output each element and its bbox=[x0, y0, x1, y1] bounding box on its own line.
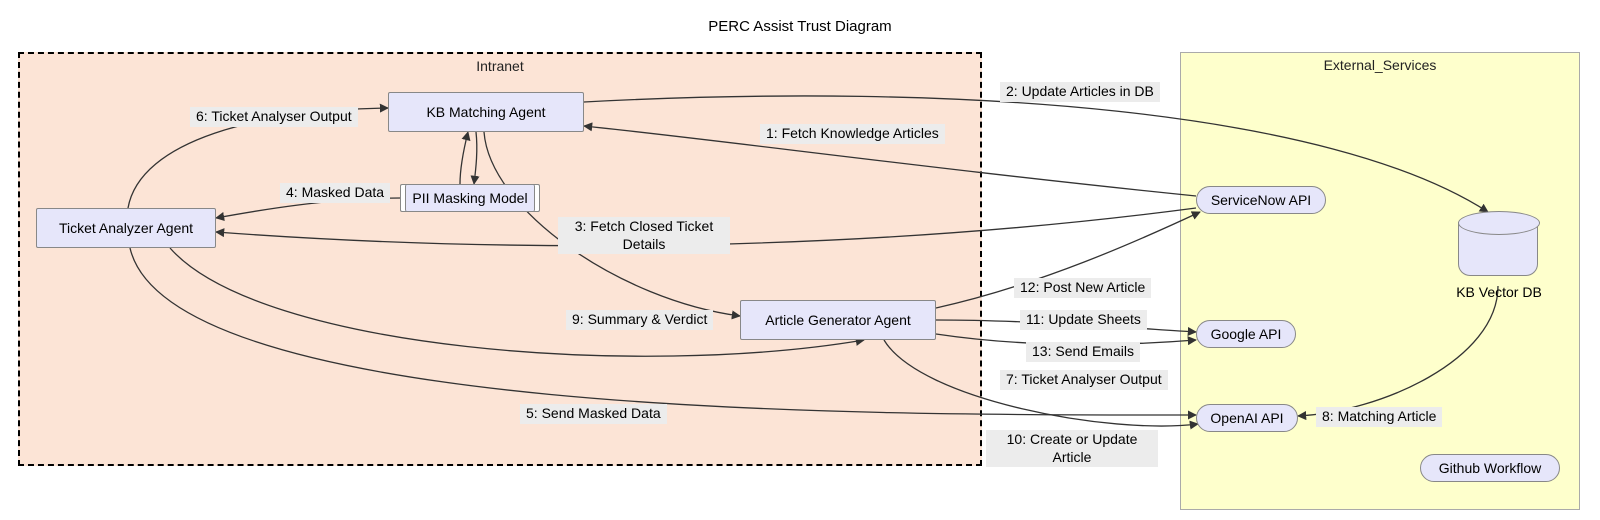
edge-label-e3: 3: Fetch Closed Ticket Details bbox=[558, 217, 730, 254]
edge-label-e13: 13: Send Emails bbox=[1026, 342, 1140, 362]
edge-label-e9: 9: Summary & Verdict bbox=[566, 310, 713, 330]
edge-label-e10: 10: Create or Update Article bbox=[986, 430, 1158, 467]
edge-label-e7: 7: Ticket Analyser Output bbox=[1000, 370, 1168, 390]
node-openai-api: OpenAI API bbox=[1196, 404, 1298, 432]
node-kb-vector-db-label: KB Vector DB bbox=[1439, 284, 1559, 300]
edge-label-e5: 5: Send Masked Data bbox=[520, 404, 667, 424]
diagram-title: PERC Assist Trust Diagram bbox=[0, 18, 1600, 35]
edge-label-e4: 4: Masked Data bbox=[280, 183, 390, 203]
edge-label-e2: 2: Update Articles in DB bbox=[1000, 82, 1160, 102]
node-servicenow-api: ServiceNow API bbox=[1196, 186, 1326, 214]
node-pii-masking-model: PII Masking Model bbox=[400, 184, 540, 212]
node-article-generator-agent: Article Generator Agent bbox=[740, 300, 936, 340]
zone-external: External_Services bbox=[1180, 52, 1580, 510]
edge-label-e6: 6: Ticket Analyser Output bbox=[190, 107, 358, 127]
zone-intranet-label: Intranet bbox=[20, 58, 980, 74]
edge-label-e1: 1: Fetch Knowledge Articles bbox=[760, 124, 945, 144]
node-kb-vector-db: KB Vector DB bbox=[1458, 222, 1538, 276]
node-github-workflow: Github Workflow bbox=[1420, 454, 1560, 482]
node-ticket-analyzer-agent: Ticket Analyzer Agent bbox=[36, 208, 216, 248]
edge-label-e11: 11: Update Sheets bbox=[1020, 310, 1147, 330]
edge-label-e8: 8: Matching Article bbox=[1316, 407, 1442, 427]
zone-external-label: External_Services bbox=[1181, 57, 1579, 73]
node-google-api: Google API bbox=[1196, 320, 1296, 348]
edge-label-e12: 12: Post New Article bbox=[1014, 278, 1151, 298]
node-kb-matching-agent: KB Matching Agent bbox=[388, 92, 584, 132]
